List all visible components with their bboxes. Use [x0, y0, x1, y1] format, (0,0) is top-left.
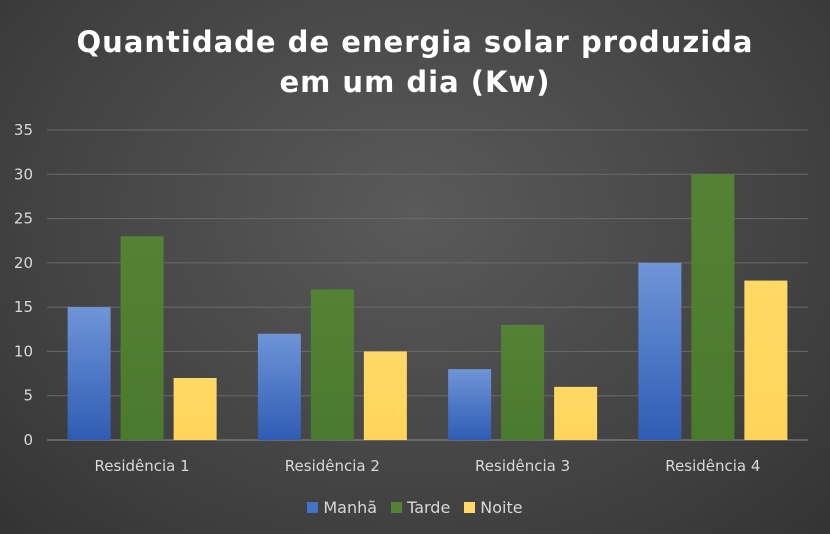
y-tick-label: 20: [14, 254, 33, 272]
y-tick-label: 25: [14, 210, 33, 228]
bar-manha-1: [67, 307, 111, 440]
legend-label-tarde: Tarde: [407, 498, 451, 517]
legend-item-manha: Manhã: [307, 498, 377, 517]
bar-noite-4: [744, 280, 788, 440]
bar-manha-3: [448, 369, 492, 440]
x-category-label: Residência 1: [95, 457, 190, 475]
x-category-label: Residência 3: [475, 457, 570, 475]
bar-noite-1: [173, 378, 217, 440]
y-tick-label: 10: [14, 342, 33, 360]
bar-tarde-4: [691, 174, 735, 441]
legend-swatch-noite: [464, 502, 476, 513]
bar-noite-2: [363, 351, 407, 440]
chart-legend: Manhã Tarde Noite: [0, 498, 830, 517]
bar-tarde-2: [310, 289, 354, 440]
legend-label-noite: Noite: [480, 498, 523, 517]
x-category-label: Residência 2: [285, 457, 380, 475]
y-tick-label: 30: [14, 165, 33, 183]
y-tick-label: 5: [23, 387, 33, 405]
bar-noite-3: [554, 386, 598, 440]
legend-swatch-tarde: [391, 502, 403, 513]
legend-item-tarde: Tarde: [391, 498, 450, 517]
y-tick-label: 35: [14, 121, 33, 139]
y-tick-label: 15: [14, 298, 33, 316]
x-category-label: Residência 4: [665, 457, 760, 475]
bar-manha-2: [257, 333, 301, 440]
bar-manha-4: [638, 262, 682, 440]
chart-title-line-2: em um dia (Kw): [279, 65, 551, 99]
legend-swatch-manha: [307, 502, 319, 513]
chart-title-line-1: Quantidade de energia solar produzida: [76, 25, 754, 59]
bar-tarde-3: [501, 324, 545, 440]
y-tick-label: 0: [23, 431, 33, 449]
legend-item-noite: Noite: [464, 498, 523, 517]
bar-tarde-1: [120, 236, 164, 440]
legend-label-manha: Manhã: [323, 498, 378, 517]
chart-title: Quantidade de energia solar produzida em…: [0, 22, 830, 102]
